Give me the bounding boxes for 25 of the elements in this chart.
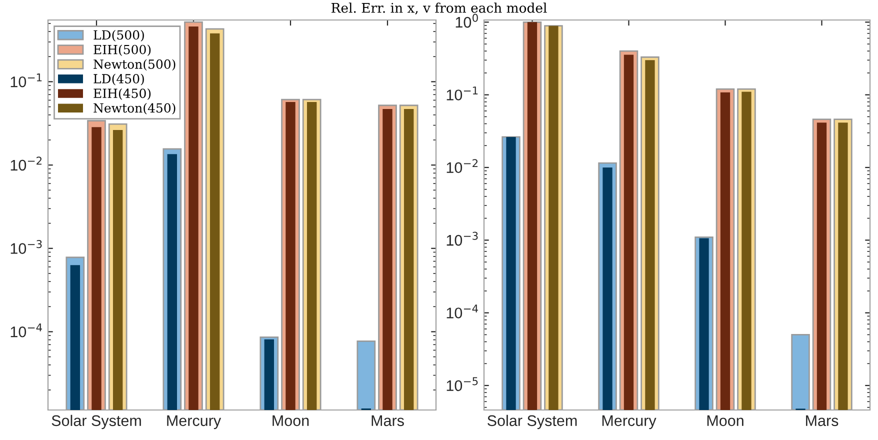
- x-tick-label: Moon: [272, 415, 309, 426]
- x-tick-label: Mercury: [602, 415, 656, 430]
- x-tick-label: Moon: [707, 415, 744, 426]
- y-tick-label: 10$^{−5}$: [446, 377, 478, 392]
- x-tick-label: Mars: [372, 415, 404, 426]
- y-tick-label: 10$^{−3}$: [446, 232, 478, 246]
- x-tick-label: Solar System: [488, 414, 577, 430]
- y-tick-label: 10$^{−1}$: [10, 73, 42, 88]
- y-tick-label: 10$^{−4}$: [446, 304, 478, 318]
- legend-label: LD(500): [94, 30, 144, 42]
- x-tick-label: Mercury: [167, 415, 222, 430]
- legend-label: Newton(500): [94, 59, 176, 71]
- legend-label: Newton(450): [94, 102, 176, 114]
- y-tick-label: 10$^{−1}$: [446, 86, 478, 100]
- x-tick-label: Solar System: [52, 414, 141, 430]
- y-tick-label: 10$^{−3}$: [10, 240, 42, 254]
- chart-title: Rel. Err. in x, v from each model: [332, 2, 547, 14]
- legend-label: EIH(500): [94, 44, 151, 56]
- y-tick-label: 10$^{0}$: [456, 14, 478, 28]
- legend-label: EIH(450): [94, 88, 151, 100]
- y-tick-label: 10$^{−2}$: [446, 159, 478, 174]
- x-tick-label: Mars: [806, 415, 838, 426]
- y-tick-label: 10$^{−4}$: [10, 324, 42, 338]
- y-tick-label: 10$^{−2}$: [10, 156, 42, 171]
- legend-label: LD(450): [94, 74, 144, 86]
